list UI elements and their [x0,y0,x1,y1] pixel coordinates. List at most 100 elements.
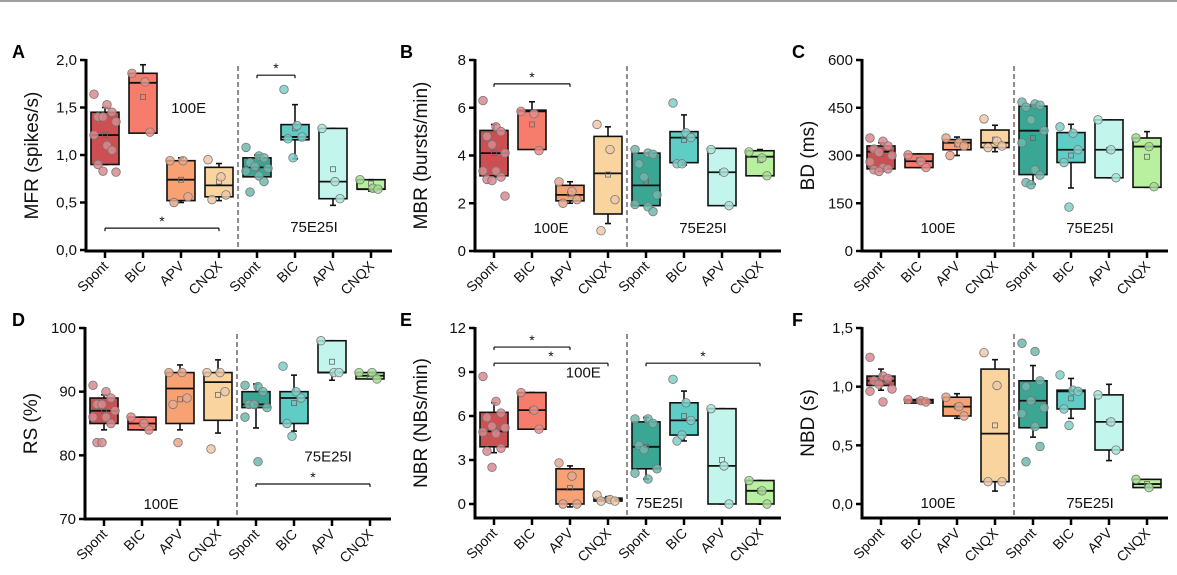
x-category-label: CNQX [961,524,1001,564]
data-point [681,398,691,408]
data-point [903,150,913,160]
data-point [1026,115,1036,125]
data-point [292,120,302,131]
x-category-label: APV [932,257,964,289]
data-point [883,164,893,174]
box-2 [941,392,972,421]
panel-letter: F [792,310,803,330]
data-point [107,145,117,155]
data-point [719,167,729,177]
x-category-label: Spont [225,526,262,563]
data-point [529,109,539,119]
x-category-label: APV [697,257,729,289]
data-point [183,192,193,202]
x-category-label: CNQX [574,524,614,564]
data-point [1093,390,1103,400]
y-tick-label: 0 [458,496,466,513]
data-point [983,142,993,153]
panel-letter: B [400,42,413,62]
y-tick-label: 2,0 [56,52,77,69]
y-tick-label: 8 [458,52,466,69]
data-point [630,144,640,155]
data-point [500,148,510,158]
data-point [249,399,259,410]
data-point [241,166,251,176]
data-point [887,150,897,161]
group-label: 100E [920,220,955,237]
mean-marker [1144,153,1150,160]
group-label: 100E [143,496,178,513]
x-category-label: APV [932,524,964,556]
box-2 [165,155,196,208]
data-point [1131,133,1141,143]
data-point [164,367,174,378]
box-2 [941,133,972,161]
x-category-label: Spont [463,258,500,295]
y-tick-label: 150 [828,195,853,212]
data-point [215,367,225,378]
x-category-label: APV [156,257,188,289]
data-point [478,371,488,382]
y-axis-title: MBR (bursts/min) [411,82,432,230]
box-3 [202,359,233,454]
box-5 [278,361,309,441]
data-point [93,159,103,170]
y-axis-title: NBR (NBs/min) [411,358,432,488]
box-5 [1055,370,1086,431]
data-point [89,89,99,99]
data-point [478,427,488,437]
data-point [207,194,217,205]
data-point [1035,170,1045,180]
y-tick-label: 90 [59,384,76,401]
data-point [126,412,136,422]
data-point [245,187,255,197]
box-0 [89,89,121,177]
data-point [592,119,602,130]
mean-marker [102,132,108,138]
box-body [980,368,1010,483]
x-category-label: BIC [1049,525,1077,553]
data-point [1131,474,1141,485]
box-5 [668,98,699,169]
data-point [686,415,696,426]
data-point [954,401,964,412]
data-point [487,175,497,186]
data-point [1106,145,1116,155]
box-body [707,147,737,207]
y-tick-label: 1,5 [832,320,853,337]
data-point [558,499,568,509]
box-1 [516,100,547,156]
box-6 [316,336,347,382]
y-tick-label: 1,0 [832,379,853,396]
box-4 [630,414,662,484]
data-point [1039,125,1049,136]
x-category-label: BIC [510,525,538,553]
data-point [1030,346,1040,357]
y-tick-label: 6 [458,408,466,425]
box-7 [744,475,775,509]
mean-marker [1068,395,1074,402]
x-category-label: CNQX [1113,524,1153,564]
box-2 [554,177,585,208]
data-point [478,166,488,176]
mean-marker [681,413,687,419]
group-label: 75E25I [679,220,727,237]
box-body [317,339,347,374]
x-category-label: APV [545,257,577,289]
y-tick-label: 3 [458,452,466,469]
data-point [630,199,640,210]
data-point [220,386,230,397]
box-5 [668,374,699,446]
box-4 [240,380,272,467]
group-label: 100E [566,364,601,381]
data-point [259,153,269,163]
mean-marker [567,484,573,491]
data-point [883,373,893,384]
x-category-label: Spont [74,258,111,295]
data-point [482,446,492,456]
box-6 [706,403,737,509]
data-point [865,386,875,397]
box-3 [979,114,1010,153]
box-3 [592,490,623,506]
